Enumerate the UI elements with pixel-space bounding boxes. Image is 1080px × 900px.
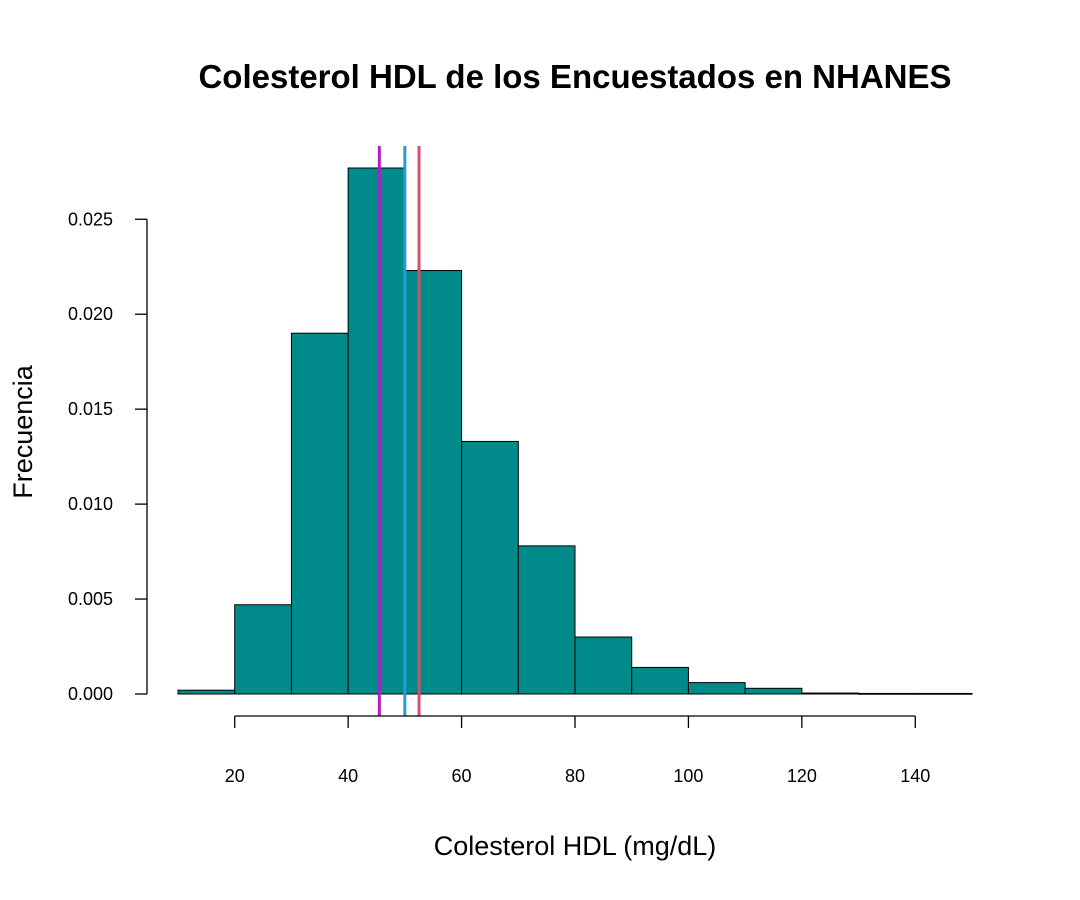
bars-group [177,167,973,695]
histogram-bar-3 [347,167,406,695]
histogram-bar-6 [517,545,576,695]
chart-title: Colesterol HDL de los Encuestados en NHA… [198,58,951,95]
x-tick-label-6: 140 [900,766,930,786]
histogram-bar-4 [404,270,463,695]
histogram-bar-13 [914,692,973,695]
reference-lines-group [377,146,421,716]
histogram-bar-0 [177,689,236,695]
histogram-bar-7 [574,636,633,695]
y-tick-label-2: 0.010 [68,494,113,514]
histogram-bar-1 [234,604,292,695]
y-axis-label: Frecuencia [8,364,38,499]
histogram-bar-5 [461,440,519,695]
histogram-bar-2 [290,332,349,695]
x-axis: 20 40 60 80 100 120 140 [225,715,930,786]
y-tick-label-0: 0.000 [68,684,113,704]
histogram-bar-12 [858,692,916,695]
x-tick-label-2: 60 [452,766,472,786]
x-tick-label-0: 20 [225,766,245,786]
x-axis-label: Colesterol HDL (mg/dL) [434,831,717,861]
y-tick-label-1: 0.005 [68,589,113,609]
x-tick-label-4: 100 [673,766,703,786]
x-tick-label-5: 120 [787,766,817,786]
histogram-bar-8 [631,666,689,695]
histogram-bar-9 [687,682,746,695]
y-axis: 0.000 0.005 0.010 0.015 0.020 0.025 [68,209,148,704]
histogram-bar-10 [744,687,803,695]
x-tick-label-1: 40 [338,766,358,786]
histogram-bar-11 [801,692,860,695]
y-tick-label-5: 0.025 [68,209,113,229]
y-tick-label-4: 0.020 [68,304,113,324]
x-tick-label-3: 80 [565,766,585,786]
y-tick-label-3: 0.015 [68,399,113,419]
